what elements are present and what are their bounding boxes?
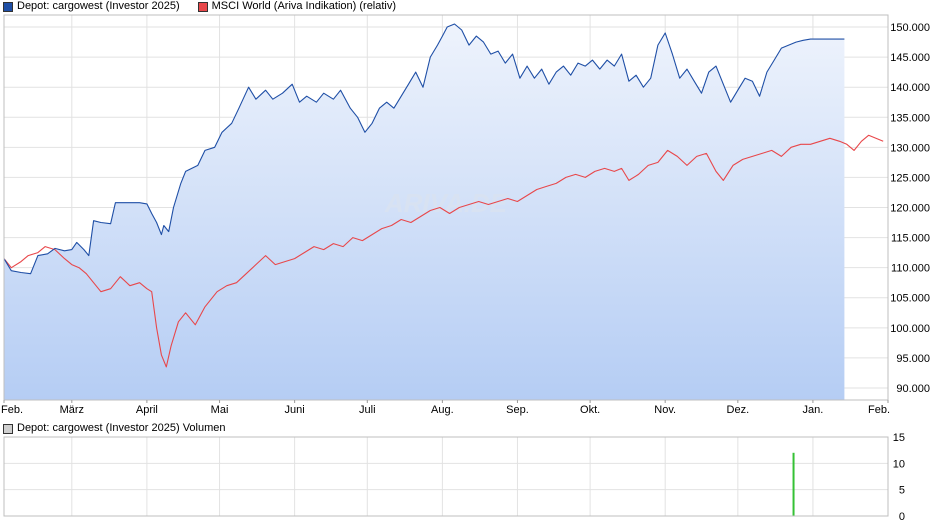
legend-label-benchmark: MSCI World (Ariva Indikation) (relativ) [211, 0, 397, 12]
volume-y-tick-label: 10 [893, 458, 905, 470]
legend-label-portfolio: Depot: cargowest (Investor 2025) [17, 0, 180, 12]
volume-y-tick-label: 0 [899, 511, 905, 523]
y-tick-label: 145.000 [890, 52, 930, 64]
x-tick-label: Mai [211, 404, 229, 416]
volume-swatch [3, 423, 13, 434]
y-axis-ticks: 90.000 95.000 100.000 105.000 110.000 115.000… [890, 22, 930, 395]
portfolio-area [4, 24, 845, 400]
y-tick-label: 130.000 [890, 142, 930, 154]
y-tick-label: 105.000 [890, 293, 930, 305]
series-lines [3, 23, 884, 368]
y-tick-label: 110.000 [891, 263, 930, 275]
volume-grid [3, 436, 889, 517]
y-tick-label: 90.000 [896, 383, 930, 395]
y-tick-label: 125.000 [890, 172, 930, 184]
portfolio-line [3, 23, 845, 275]
x-tick-label: April [136, 404, 158, 416]
portfolio-swatch [3, 1, 13, 12]
x-tick-label: Dez. [727, 404, 750, 416]
x-tick-label: Jan. [803, 404, 824, 416]
y-tick-label: 100.000 [890, 323, 930, 335]
x-tick-label: Feb. [868, 404, 890, 416]
legend-label-volume: Depot: cargowest (Investor 2025) Volumen [17, 422, 226, 434]
volume-bars [792, 452, 795, 516]
x-tick-label: Okt. [580, 404, 600, 416]
main-chart-legend: Depot: cargowest (Investor 2025) MSCI Wo… [3, 0, 414, 13]
x-tick-label: Nov. [654, 404, 676, 416]
legend-item-benchmark[interactable]: MSCI World (Ariva Indikation) (relativ) [197, 0, 397, 13]
y-tick-label: 95.000 [896, 353, 930, 365]
legend-item-portfolio[interactable]: Depot: cargowest (Investor 2025) [3, 0, 180, 13]
volume-y-ticks: 0 5 10 15 [893, 432, 905, 523]
volume-y-tick-label: 5 [899, 485, 905, 497]
benchmark-line [3, 134, 884, 368]
x-tick-label: Juli [359, 404, 376, 416]
main-frame [3, 14, 889, 401]
volume-y-tick-label: 15 [893, 432, 905, 444]
x-tick-label: Sep. [506, 404, 529, 416]
volume-bar [792, 452, 795, 516]
x-tick-label: März [60, 404, 84, 416]
y-tick-label: 150.000 [890, 22, 930, 34]
watermark: ARIVA.DE [384, 188, 508, 218]
y-tick-label: 140.000 [890, 82, 930, 94]
y-tick-label: 115.000 [891, 233, 930, 245]
volume-frame [3, 436, 889, 517]
x-tick-label: Aug. [431, 404, 454, 416]
volume-chart-legend: Depot: cargowest (Investor 2025) Volumen [3, 422, 226, 435]
x-tick-label: Juni [285, 404, 305, 416]
x-tick-label: Feb. [1, 404, 23, 416]
x-axis-ticks: Feb. März April Mai Juni Juli Aug. Sep. Okt. Nov.… [1, 400, 890, 416]
y-tick-label: 120.000 [890, 203, 930, 215]
volume-plot-border [3, 436, 889, 517]
y-tick-label: 135.000 [890, 112, 930, 124]
benchmark-swatch [197, 1, 208, 12]
portfolio-area-fill [4, 24, 845, 400]
main-plot-border [3, 14, 889, 401]
